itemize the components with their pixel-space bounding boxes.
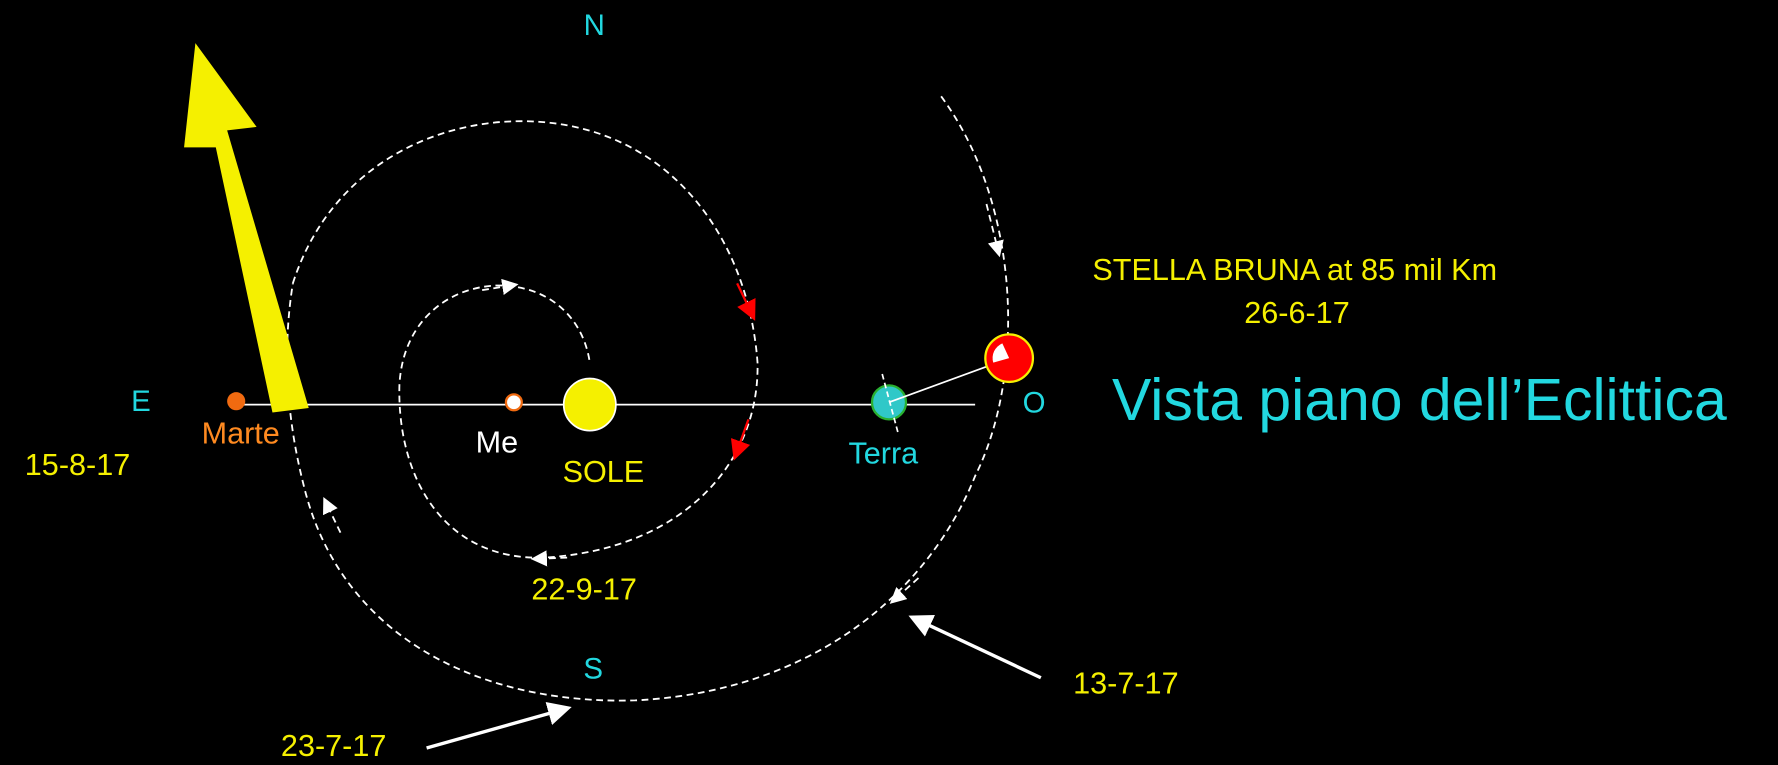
pointer-arrow (908, 614, 1042, 680)
date-label: 22-9-17 (531, 573, 636, 607)
orbit-arrow (730, 418, 751, 461)
south-label: S (583, 653, 603, 686)
mercury-label: Me (476, 425, 519, 459)
object-path (292, 120, 759, 559)
pointer-arrow (426, 702, 572, 750)
mars-label: Marte (202, 416, 280, 450)
mercury (504, 393, 523, 412)
sun-label: SOLE (563, 455, 645, 489)
orbit-arrow (323, 496, 342, 534)
date-label: 15-8-17 (25, 448, 130, 482)
sun (562, 377, 617, 432)
mars (227, 392, 246, 411)
date-label: 13-7-17 (1073, 667, 1178, 701)
date-label: 23-7-17 (281, 729, 386, 763)
direction-arrow (184, 43, 309, 413)
orbit-arrow (889, 577, 920, 604)
orbit-arrow (481, 278, 519, 295)
sight-line (888, 358, 1006, 404)
orbit-arrow (530, 550, 568, 567)
east-label: E (131, 385, 151, 418)
orbit-arrow (985, 203, 1004, 258)
north-label: N (584, 9, 605, 42)
object-date: 26-6-17 (1244, 296, 1349, 330)
object-name: STELLA BRUNA at 85 mil Km (1092, 253, 1497, 287)
earth-axis (881, 373, 899, 434)
earth-label: Terra (848, 437, 919, 471)
orbit-arrow (736, 282, 756, 321)
stella-bruna-phase (992, 343, 1010, 363)
west-label: O (1023, 386, 1046, 419)
title: Vista piano dell’Eclittica (1112, 368, 1727, 433)
